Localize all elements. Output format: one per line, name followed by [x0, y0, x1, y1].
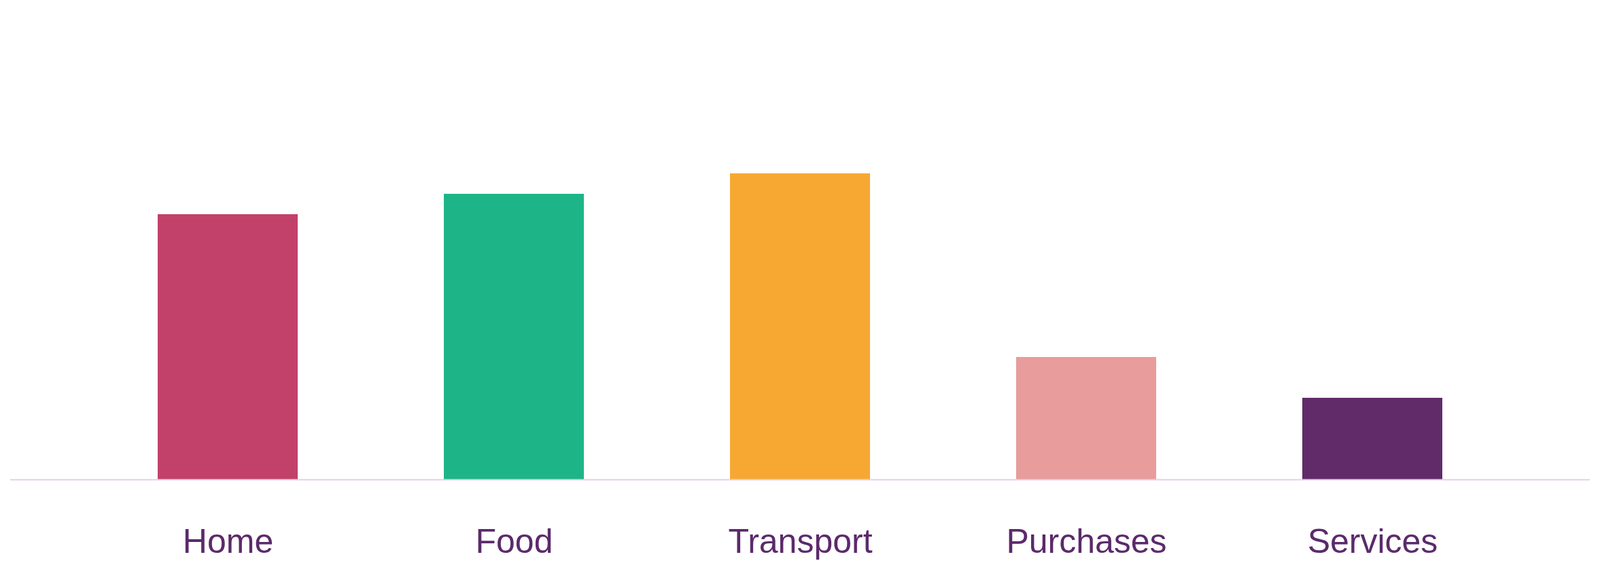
svg-text:Services: Services [1307, 522, 1439, 561]
svg-text:Home: Home [182, 522, 274, 561]
svg-text:Food: Food [475, 522, 554, 561]
svg-text:Transport: Transport [727, 522, 873, 561]
svg-text:Purchases: Purchases [1005, 522, 1167, 561]
